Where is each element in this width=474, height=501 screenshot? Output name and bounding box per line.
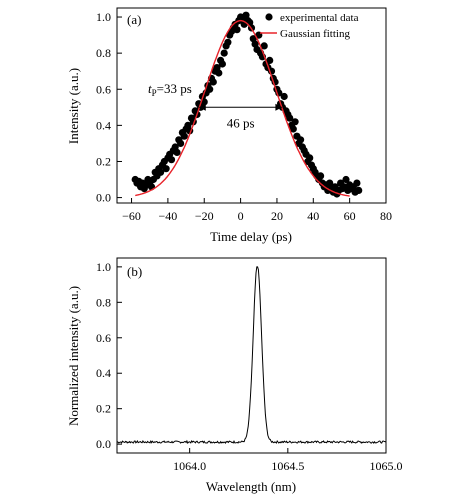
fwhm-arrowhead-right bbox=[275, 103, 283, 111]
a-xtick-label: 20 bbox=[271, 209, 283, 223]
pulse-width-subscript: P bbox=[152, 88, 157, 98]
data-point bbox=[242, 11, 250, 19]
a-xtick-label: 80 bbox=[380, 209, 392, 223]
y-ticks-b: 0.0 0.2 0.4 0.6 0.8 1.0 bbox=[96, 260, 122, 451]
b-ytick-label: 0.2 bbox=[96, 402, 111, 416]
a-ytick-label: 0.8 bbox=[96, 46, 111, 60]
data-point bbox=[218, 60, 226, 68]
y-axis-label-b: Normalized intensity (a.u.) bbox=[66, 286, 81, 426]
data-point bbox=[184, 121, 192, 129]
a-xtick-label: 40 bbox=[307, 209, 319, 223]
b-ytick-label: 0.8 bbox=[96, 295, 111, 309]
spectrum-line bbox=[116, 266, 386, 445]
pulse-width-label: tP=33 ps bbox=[148, 81, 192, 98]
data-point bbox=[162, 165, 170, 173]
gaussian-fit-line bbox=[135, 19, 350, 197]
data-point bbox=[206, 85, 214, 93]
legend: experimental data Gaussian fitting bbox=[260, 12, 359, 40]
pulse-width-value: =33 ps bbox=[157, 81, 192, 96]
data-point bbox=[286, 114, 294, 122]
data-point bbox=[173, 148, 181, 156]
a-xtick-label: −60 bbox=[122, 209, 141, 223]
panel-label-a: (a) bbox=[127, 12, 141, 27]
x-axis-label-a: Time delay (ps) bbox=[210, 229, 292, 244]
plot-frame-a bbox=[116, 7, 387, 204]
data-point bbox=[180, 132, 188, 140]
a-xtick-label: 0 bbox=[238, 209, 244, 223]
data-point bbox=[209, 78, 217, 86]
data-point bbox=[157, 168, 165, 176]
plot-frame-b bbox=[116, 257, 387, 454]
b-ytick-label: 1.0 bbox=[96, 260, 111, 274]
b-xtick-label: 1064.5 bbox=[271, 459, 304, 473]
data-point bbox=[233, 26, 241, 34]
data-point bbox=[306, 154, 314, 162]
b-ytick-label: 0.6 bbox=[96, 331, 111, 345]
data-point bbox=[167, 156, 176, 164]
data-point bbox=[342, 175, 350, 184]
legend-label-gaussian: Gaussian fitting bbox=[280, 28, 350, 40]
a-ytick-label: 0.0 bbox=[96, 191, 111, 205]
data-point bbox=[213, 64, 221, 72]
data-point bbox=[260, 42, 268, 50]
data-point bbox=[177, 139, 185, 147]
data-point bbox=[289, 125, 297, 133]
data-point bbox=[291, 118, 299, 126]
data-point bbox=[317, 172, 325, 180]
data-point bbox=[355, 186, 363, 194]
data-point bbox=[280, 92, 288, 101]
data-point bbox=[224, 38, 232, 46]
x-axis-label-b: Wavelength (nm) bbox=[206, 479, 296, 494]
y-axis-label-a: Intensity (a.u.) bbox=[66, 68, 81, 144]
a-ytick-label: 0.6 bbox=[96, 82, 111, 96]
panel-a: 0.0 0.2 0.4 0.6 0.8 1.0 −60 −40 −20 0 20 40 60 80 (a… bbox=[66, 7, 392, 244]
b-xtick-label: 1064.0 bbox=[173, 459, 206, 473]
b-ytick-label: 0.0 bbox=[96, 437, 111, 451]
y-ticks-a: 0.0 0.2 0.4 0.6 0.8 1.0 bbox=[96, 10, 122, 205]
panel-label-b: (b) bbox=[127, 264, 142, 279]
a-ytick-label: 1.0 bbox=[96, 10, 111, 24]
a-xtick-label: −40 bbox=[159, 209, 178, 223]
a-ytick-label: 0.2 bbox=[96, 154, 111, 168]
data-point bbox=[215, 69, 223, 77]
legend-label-experimental: experimental data bbox=[280, 12, 359, 24]
data-point bbox=[171, 143, 179, 151]
a-xtick-label: 60 bbox=[344, 209, 356, 223]
fwhm-arrowhead-left bbox=[198, 103, 206, 111]
x-ticks-b: 1064.0 1064.5 1065.0 bbox=[173, 448, 403, 473]
b-xtick-label: 1065.0 bbox=[370, 459, 403, 473]
data-point bbox=[297, 136, 305, 144]
data-point bbox=[251, 40, 259, 48]
a-ytick-label: 0.4 bbox=[96, 118, 111, 132]
pulse-width-symbol: t bbox=[148, 81, 152, 96]
legend-marker-experimental bbox=[265, 13, 273, 21]
data-point bbox=[353, 179, 361, 187]
data-point bbox=[220, 49, 228, 57]
b-ytick-label: 0.4 bbox=[96, 366, 111, 380]
x-ticks-a: −60 −40 −20 0 20 40 60 80 bbox=[122, 198, 392, 223]
data-point bbox=[266, 56, 274, 64]
fwhm-annotation: 46 ps bbox=[198, 103, 283, 130]
data-point bbox=[326, 179, 334, 187]
panel-b: 0.0 0.2 0.4 0.6 0.8 1.0 1064.0 1064.5 1065.0 (b… bbox=[66, 257, 403, 494]
a-xtick-label: −20 bbox=[195, 209, 214, 223]
fwhm-label: 46 ps bbox=[227, 115, 255, 130]
